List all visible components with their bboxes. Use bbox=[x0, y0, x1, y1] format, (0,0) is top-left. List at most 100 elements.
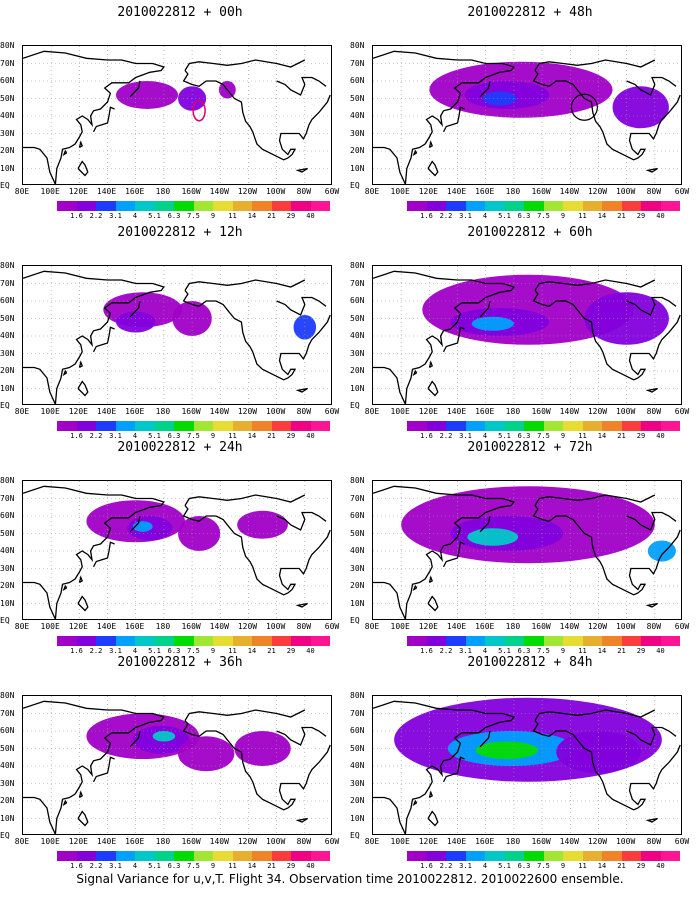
lon-tick-label: 120W bbox=[237, 187, 258, 196]
lon-tick-label: 180 bbox=[155, 187, 171, 196]
colorbar-swatch bbox=[582, 201, 602, 211]
colorbar-swatch bbox=[213, 636, 233, 646]
lat-tick-label: 30N bbox=[0, 128, 15, 138]
lon-tick-label: 140E bbox=[446, 837, 467, 846]
colorbar-label: 14 bbox=[597, 212, 607, 220]
coastline bbox=[77, 810, 89, 827]
lon-tick-label: 100E bbox=[40, 187, 60, 196]
coastline bbox=[427, 380, 439, 397]
coastline bbox=[645, 602, 658, 608]
coastline bbox=[62, 369, 68, 377]
lat-tick-label: EQ bbox=[350, 181, 360, 190]
lat-tick-label: 70N bbox=[0, 58, 15, 68]
colorbar-swatch bbox=[641, 851, 661, 861]
lon-tick-label: 140W bbox=[209, 407, 229, 416]
colorbar-label: 7.5 bbox=[187, 647, 200, 655]
lat-tick-label: 50N bbox=[0, 528, 15, 538]
coastline bbox=[78, 140, 84, 149]
lon-tick-label: 120W bbox=[237, 407, 258, 416]
lat-tick-label: 50N bbox=[350, 313, 365, 323]
colorbar-swatch bbox=[154, 201, 174, 211]
colorbar-label: 1.6 bbox=[70, 432, 83, 440]
colorbar-swatch bbox=[524, 421, 544, 431]
coastline bbox=[626, 511, 677, 531]
colorbar-swatch bbox=[543, 201, 563, 211]
coastline bbox=[428, 360, 434, 369]
colorbar-swatch bbox=[232, 421, 252, 431]
colorbar-labels: 1.6 2.2 3.1 4 5.1 6.3 7.5 9 11 14 21 29 40 bbox=[57, 647, 327, 657]
colorbar-swatch bbox=[135, 851, 155, 861]
lon-tick-label: 80E bbox=[14, 187, 30, 196]
colorbar-label: 6.3 bbox=[167, 647, 181, 655]
lon-tick-label: 140E bbox=[96, 837, 117, 846]
observation-circle bbox=[192, 100, 206, 122]
colorbar-swatch bbox=[291, 421, 311, 431]
coastline bbox=[532, 505, 681, 596]
colorbar-label: 9 bbox=[560, 647, 566, 655]
lat-tick-label: 40N bbox=[0, 546, 15, 555]
coastline bbox=[626, 296, 677, 316]
coastline bbox=[92, 756, 115, 783]
coastline bbox=[479, 515, 491, 533]
colorbar-swatch bbox=[193, 201, 213, 211]
colorbar-label: 9 bbox=[210, 862, 216, 870]
colorbar-swatch bbox=[271, 851, 291, 861]
coastline bbox=[92, 106, 115, 133]
colorbar-label: 7.5 bbox=[187, 862, 200, 870]
colorbar-label: 29 bbox=[286, 647, 296, 655]
colorbar-label: 5.1 bbox=[148, 212, 161, 220]
coastline bbox=[412, 799, 418, 807]
lat-tick-label: 80N bbox=[0, 691, 15, 700]
map-panel: 2010022812 + 00h 80N 70N 60N 50N 40N 30N 20N 10N… bbox=[0, 5, 340, 220]
lon-tick-label: 180 bbox=[505, 187, 521, 196]
colorbar-label: 3.1 bbox=[459, 647, 472, 655]
lon-tick-label: 160W bbox=[531, 622, 551, 631]
colorbar-swatch bbox=[621, 201, 641, 211]
lon-tick-label: 140E bbox=[446, 407, 467, 416]
colorbar-label: 21 bbox=[617, 432, 626, 440]
map-canvas bbox=[23, 266, 331, 404]
colorbar-swatch bbox=[57, 421, 77, 431]
lon-tick-label: 120E bbox=[418, 622, 438, 631]
colorbar-labels: 1.6 2.2 3.1 4 5.1 6.3 7.5 9 11 14 21 29 40 bbox=[407, 647, 677, 657]
colorbar-swatch bbox=[213, 421, 233, 431]
colorbar-label: 21 bbox=[617, 862, 626, 870]
colorbar-swatch bbox=[407, 636, 427, 646]
lat-tick-label: 60N bbox=[0, 726, 15, 735]
coastline bbox=[532, 70, 681, 161]
colorbar-label: 9 bbox=[560, 432, 566, 440]
colorbar-label: 21 bbox=[267, 212, 276, 220]
colorbar-swatch bbox=[407, 421, 427, 431]
colorbar-swatch bbox=[465, 201, 485, 211]
colorbar-label: 9 bbox=[210, 647, 216, 655]
coastline bbox=[23, 50, 166, 184]
map-area bbox=[372, 45, 682, 185]
lat-tick-label: 80N bbox=[350, 261, 365, 270]
map-area bbox=[372, 480, 682, 620]
colorbar-label: 7.5 bbox=[537, 432, 550, 440]
lon-tick-label: 60W bbox=[324, 187, 340, 196]
colorbar-label: 1.6 bbox=[70, 862, 83, 870]
coastline bbox=[412, 369, 418, 377]
map-area bbox=[372, 265, 682, 405]
variance-region bbox=[116, 81, 178, 109]
lon-tick-label: 160W bbox=[531, 187, 551, 196]
lat-tick-label: 50N bbox=[0, 93, 15, 103]
colorbar-label: 40 bbox=[656, 212, 665, 220]
colorbar-labels: 1.6 2.2 3.1 4 5.1 6.3 7.5 9 11 14 21 29 40 bbox=[57, 212, 327, 222]
lat-tick-label: 40N bbox=[350, 546, 365, 555]
colorbar-label: 11 bbox=[578, 212, 587, 220]
colorbar-label: 9 bbox=[210, 432, 216, 440]
coastline bbox=[428, 575, 434, 584]
lat-tick-label: 10N bbox=[350, 813, 365, 823]
lon-tick-label: 180 bbox=[155, 622, 171, 631]
lat-tick-label: 20N bbox=[350, 796, 365, 805]
colorbar-swatch bbox=[543, 851, 563, 861]
lon-tick-label: 120E bbox=[68, 407, 88, 416]
colorbar-swatch bbox=[135, 201, 155, 211]
colorbar-label: 3.1 bbox=[109, 647, 122, 655]
map-canvas bbox=[23, 481, 331, 619]
lon-tick-label: 120E bbox=[418, 407, 438, 416]
colorbar-label: 1.6 bbox=[420, 212, 433, 220]
lon-tick-label: 100E bbox=[390, 187, 410, 196]
